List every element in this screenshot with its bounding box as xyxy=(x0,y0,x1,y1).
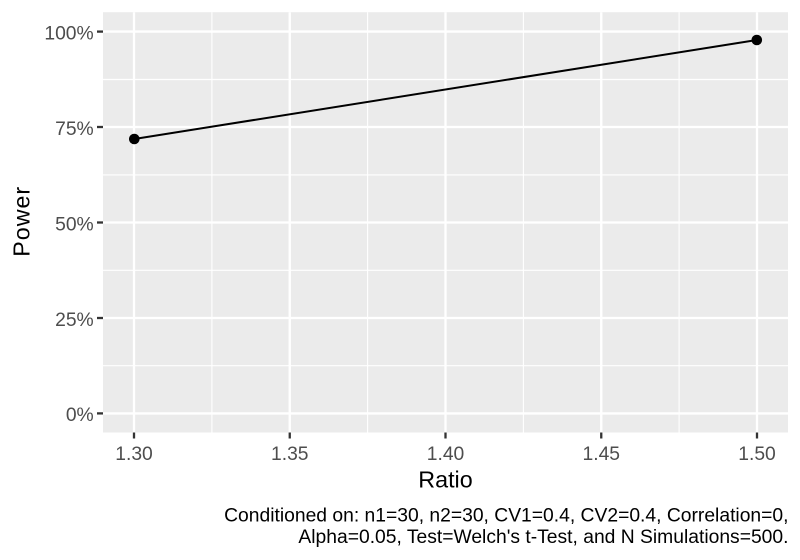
svg-text:0%: 0% xyxy=(66,405,94,426)
svg-text:1.35: 1.35 xyxy=(271,444,309,465)
svg-text:1.40: 1.40 xyxy=(427,444,465,465)
svg-text:100%: 100% xyxy=(44,23,93,44)
svg-text:Ratio: Ratio xyxy=(418,467,472,493)
svg-text:50%: 50% xyxy=(55,214,94,235)
svg-text:1.30: 1.30 xyxy=(115,444,153,465)
svg-text:Alpha=0.05, Test=Welch's t-Tes: Alpha=0.05, Test=Welch's t-Test, and N S… xyxy=(298,527,788,548)
svg-text:1.50: 1.50 xyxy=(738,444,776,465)
svg-text:Power: Power xyxy=(8,186,34,257)
svg-text:25%: 25% xyxy=(55,310,94,331)
svg-text:75%: 75% xyxy=(55,119,94,140)
svg-text:Conditioned on: n1=30, n2=30,: Conditioned on: n1=30, n2=30, CV1=0.4, C… xyxy=(224,506,788,527)
svg-text:1.45: 1.45 xyxy=(582,444,620,465)
